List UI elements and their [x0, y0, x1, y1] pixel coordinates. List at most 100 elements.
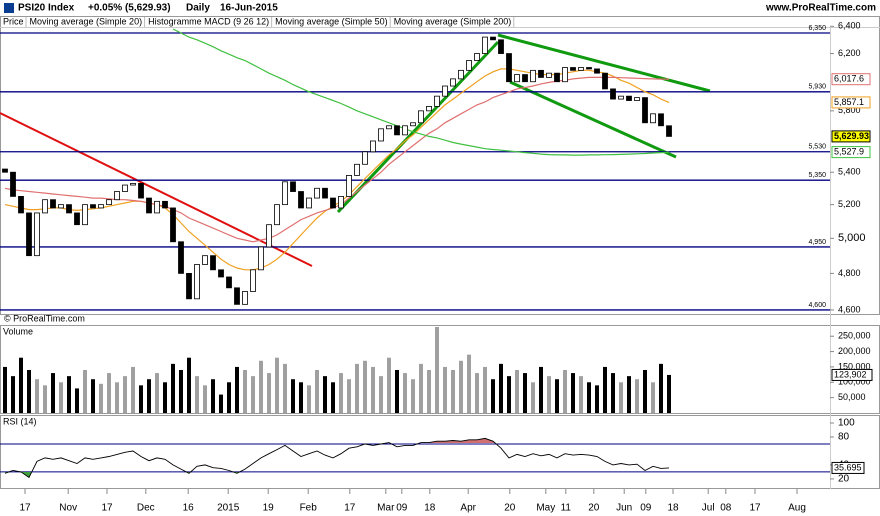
- candle: [346, 175, 352, 197]
- volume-bar: [363, 360, 367, 413]
- volume-bar: [523, 373, 527, 413]
- y-tick-label: 20: [838, 474, 850, 485]
- volume-bar: [651, 382, 655, 413]
- y-tick-label: 4,600: [838, 304, 861, 314]
- rsi-title: RSI (14): [3, 416, 37, 426]
- x-tick-label: Feb: [300, 503, 318, 514]
- rsi-overbought-fill: [386, 438, 496, 443]
- volume-bar: [483, 366, 487, 413]
- candle: [98, 204, 104, 209]
- candle: [490, 36, 496, 41]
- last-value-label: 5,527.9: [834, 146, 864, 156]
- candle: [554, 72, 560, 83]
- last-value-box: [831, 146, 871, 159]
- trend-line: [497, 33, 711, 93]
- volume-bar: [227, 382, 231, 413]
- candle: [642, 97, 648, 124]
- candle: [658, 113, 664, 127]
- candle: [650, 113, 656, 124]
- volume-bar: [259, 360, 263, 413]
- candle: [498, 39, 504, 54]
- legend-entry: Moving average (Simple 200): [394, 16, 512, 26]
- volume-bar: [451, 370, 455, 413]
- y-tick-label: 5,800: [838, 105, 861, 115]
- candle: [618, 95, 624, 100]
- volume-bar: [219, 394, 223, 413]
- volume-bar: [267, 373, 271, 413]
- volume-bar: [331, 382, 335, 413]
- volume-bar: [51, 373, 55, 413]
- x-tick-label: 18: [667, 503, 679, 514]
- volume-bar: [435, 327, 439, 413]
- candle: [522, 74, 528, 83]
- y-tick-label: 80: [838, 432, 850, 443]
- level-label: 4,950: [808, 239, 826, 246]
- y-tick-label: 100: [838, 418, 855, 429]
- candle: [226, 276, 232, 289]
- legend-entry: Histogramme MACD (9 26 12): [148, 16, 269, 26]
- volume-bar: [43, 385, 47, 413]
- candle: [170, 207, 176, 243]
- legend-entry: Moving average (Simple 20): [30, 16, 143, 26]
- candle: [610, 88, 616, 100]
- last-value-label: 35.695: [834, 462, 862, 472]
- copyright: © ProRealTime.com: [4, 313, 85, 323]
- level-label: 4,600: [808, 302, 826, 309]
- y-tick-label: 150,000: [838, 361, 871, 371]
- candle: [18, 196, 24, 214]
- candle: [234, 287, 240, 305]
- volume-bar: [571, 373, 575, 413]
- candle: [74, 212, 80, 226]
- candle: [578, 67, 584, 71]
- volume-bar: [107, 373, 111, 413]
- candle: [154, 200, 160, 214]
- candle: [354, 163, 360, 176]
- volume-bar: [243, 370, 247, 413]
- legend-entry: Moving average (Simple 50): [275, 16, 388, 26]
- last-value-box: [831, 368, 873, 381]
- source: www.ProRealTime.com: [765, 3, 876, 14]
- x-tick-label: Nov: [59, 503, 77, 514]
- x-tick-label: 2015: [217, 503, 240, 514]
- volume-bar: [275, 357, 279, 413]
- candle: [514, 74, 520, 83]
- candle: [466, 60, 472, 71]
- volume-bar: [91, 379, 95, 413]
- volume-bar: [491, 379, 495, 413]
- candle: [26, 212, 32, 257]
- period: Daily: [186, 3, 210, 14]
- candle: [442, 85, 448, 97]
- candle: [394, 125, 400, 136]
- candle: [330, 197, 336, 209]
- volume-bar: [299, 382, 303, 413]
- volume-bar: [403, 373, 407, 413]
- volume-bar: [139, 385, 143, 413]
- volume-title: Volume: [3, 326, 33, 336]
- candle: [242, 291, 248, 305]
- volume-bar: [179, 370, 183, 413]
- volume-bar: [11, 376, 15, 413]
- legend: Price Moving average (Simple 20) Histogram…: [3, 16, 515, 27]
- candle: [274, 204, 280, 226]
- volume-bar: [323, 376, 327, 413]
- last-value-box: [831, 96, 871, 109]
- y-tick-label: 5,400: [838, 167, 861, 177]
- x-tick-label: 11: [561, 503, 572, 514]
- volume-bar: [3, 366, 7, 413]
- volume-bar: [83, 370, 87, 413]
- x-tick-label: 19: [263, 503, 275, 514]
- y-tick-label: 6,400: [838, 21, 861, 31]
- volume-bar: [379, 376, 383, 413]
- x-tick-label: Dec: [137, 503, 155, 514]
- candle: [626, 95, 632, 101]
- last-value-label: 5,857.1: [834, 97, 864, 107]
- date: 16-Jun-2015: [220, 3, 278, 14]
- volume-bar: [459, 360, 463, 413]
- candle: [82, 204, 88, 226]
- y-tick-label: 200,000: [838, 346, 871, 356]
- volume-bar: [547, 376, 551, 413]
- volume-bar: [587, 382, 591, 413]
- candle: [250, 269, 256, 292]
- volume-bar: [203, 385, 207, 413]
- volume-bar: [555, 379, 559, 413]
